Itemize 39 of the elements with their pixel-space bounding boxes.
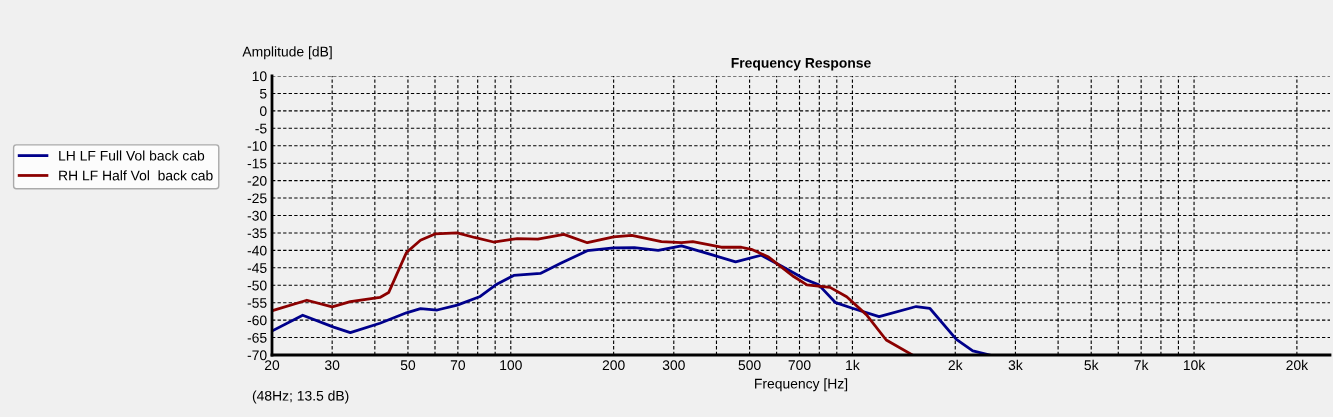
y-tick-label: 10 [252, 71, 267, 82]
y-tick-label: 0 [259, 106, 267, 117]
x-tick-label: 200 [602, 360, 625, 371]
y-tick-label: -30 [247, 210, 267, 221]
x-tick-label: 1k [846, 359, 860, 370]
y-tick-label: -65 [247, 332, 267, 343]
y-tick-label: -50 [247, 280, 267, 291]
y-tick-label: 5 [259, 88, 267, 99]
x-tick-label: 50 [400, 360, 416, 371]
x-tick-label: 20 [264, 360, 280, 371]
x-tick-label: 2k [948, 359, 963, 370]
x-tick-label: 300 [662, 360, 685, 371]
x-tick-label: 70 [450, 360, 466, 371]
legend-label: LH LF Full Vol back cab [59, 150, 205, 161]
y-tick-label: -5 [255, 123, 267, 134]
y-tick-label: -40 [247, 245, 267, 256]
x-tick-label: 100 [500, 360, 522, 371]
x-axis-title: Frequency [Hz] [755, 378, 848, 392]
y-tick-label: -20 [247, 175, 267, 186]
y-tick-label: -35 [247, 228, 267, 239]
y-tick-label: -60 [247, 315, 267, 326]
chart-title: Frequency Response [731, 58, 871, 71]
y-tick-label: -70 [247, 350, 267, 361]
y-axis-title: Amplitude [dB] [242, 46, 332, 60]
y-tick-label: -55 [247, 298, 267, 308]
text: (48Hz; 13.5 dB) [252, 390, 349, 404]
x-tick-label: 3k [1008, 359, 1023, 371]
x-tick-label: 5k [1084, 359, 1099, 371]
y-tick-label: -45 [247, 263, 267, 273]
x-tick-label: 7k [1134, 359, 1149, 370]
legend-label: RH LF Half Vol back cab [59, 170, 213, 181]
y-tick-label: -25 [247, 193, 267, 204]
y-tick-label: -10 [247, 141, 267, 151]
x-tick-label: 20k [1286, 359, 1309, 371]
y-tick-label: -15 [247, 158, 267, 169]
x-tick-label: 10k [1183, 359, 1206, 371]
x-tick-label: 700 [788, 360, 811, 371]
x-tick-label: 30 [324, 360, 340, 371]
x-tick-label: 500 [738, 360, 761, 371]
